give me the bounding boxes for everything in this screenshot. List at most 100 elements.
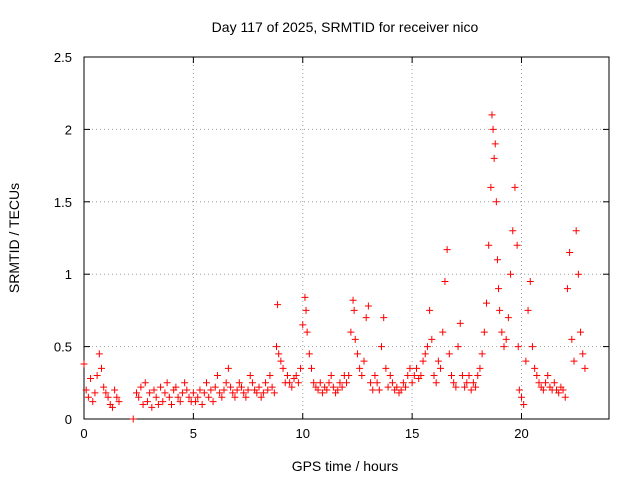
data-point <box>513 241 521 249</box>
data-point <box>487 183 495 191</box>
data-point <box>152 393 160 401</box>
data-point <box>489 125 497 133</box>
data-point <box>563 285 571 293</box>
data-point <box>211 383 219 391</box>
data-point <box>450 379 458 387</box>
data-point <box>194 393 202 401</box>
data-point <box>159 398 167 406</box>
data-point <box>229 389 237 397</box>
data-point <box>325 379 333 387</box>
data-point <box>423 343 431 351</box>
data-point <box>129 415 137 423</box>
x-tick-label: 10 <box>296 426 310 441</box>
data-point <box>574 270 582 278</box>
data-point <box>550 379 558 387</box>
data-point <box>408 379 416 387</box>
tick-marks <box>83 56 609 420</box>
data-point <box>439 328 447 336</box>
data-point <box>270 389 278 397</box>
data-point <box>203 379 210 387</box>
data-point <box>310 379 318 387</box>
data-point <box>244 386 252 394</box>
data-point <box>478 350 486 358</box>
y-tick-label: 0 <box>65 412 72 427</box>
data-point <box>235 379 243 387</box>
data-point <box>111 386 119 394</box>
data-point <box>192 398 200 406</box>
x-tick-label: 15 <box>405 426 419 441</box>
data-point <box>205 393 213 401</box>
data-point <box>233 386 241 394</box>
data-point <box>148 403 156 411</box>
data-point <box>222 379 230 387</box>
data-point <box>369 386 377 394</box>
data-point <box>430 372 438 380</box>
data-point <box>231 393 239 401</box>
data-point <box>220 386 228 394</box>
data-point <box>329 383 337 391</box>
data-point <box>168 401 175 409</box>
data-point <box>84 393 92 401</box>
data-point <box>371 372 379 380</box>
data-point <box>91 389 99 397</box>
y-tick-label: 0.5 <box>54 340 72 355</box>
data-point <box>200 389 208 397</box>
data-point <box>176 398 184 406</box>
data-point <box>441 277 449 285</box>
data-point <box>292 372 300 380</box>
chart-title: Day 117 of 2025, SRMTID for receiver nic… <box>212 19 479 35</box>
data-point <box>299 321 307 329</box>
data-point <box>426 306 434 314</box>
y-tick-label: 1 <box>65 267 72 282</box>
data-point <box>316 379 324 387</box>
data-point <box>493 256 501 264</box>
data-point <box>458 372 466 380</box>
data-point <box>334 386 342 394</box>
data-point <box>402 383 410 391</box>
x-tick-label: 5 <box>190 426 197 441</box>
data-point <box>467 386 475 394</box>
data-point <box>314 386 322 394</box>
data-point <box>80 360 88 368</box>
data-point <box>488 111 496 119</box>
data-point <box>248 379 256 387</box>
data-point <box>303 328 311 336</box>
x-tick-label: 0 <box>80 426 87 441</box>
data-point <box>461 383 469 391</box>
data-point <box>360 357 368 365</box>
plot-frame <box>83 56 610 420</box>
data-point <box>302 306 310 314</box>
data-point <box>238 383 245 391</box>
data-point <box>255 383 263 391</box>
data-point <box>375 386 383 394</box>
data-point <box>273 343 280 351</box>
data-point <box>502 335 510 343</box>
data-point <box>207 386 215 394</box>
data-point <box>181 379 189 387</box>
data-point <box>421 350 429 358</box>
data-point <box>336 379 344 387</box>
data-point <box>511 183 519 191</box>
data-point <box>146 389 154 397</box>
data-point <box>213 372 221 380</box>
data-point <box>283 372 291 380</box>
data-point <box>362 314 370 322</box>
data-point <box>246 372 254 380</box>
data-point <box>345 372 353 380</box>
data-point <box>406 364 414 372</box>
data-point <box>150 386 158 394</box>
data-point <box>496 306 504 314</box>
data-point <box>539 386 547 394</box>
data-point <box>218 393 226 401</box>
data-point <box>137 383 145 391</box>
data-point <box>286 379 294 387</box>
data-point <box>542 379 550 387</box>
data-point <box>469 379 477 387</box>
data-point <box>185 393 193 401</box>
data-point <box>349 296 357 304</box>
data-point <box>417 372 425 380</box>
data-point <box>294 379 302 387</box>
data-point <box>174 393 182 401</box>
data-point <box>480 328 488 336</box>
data-point <box>531 364 539 372</box>
